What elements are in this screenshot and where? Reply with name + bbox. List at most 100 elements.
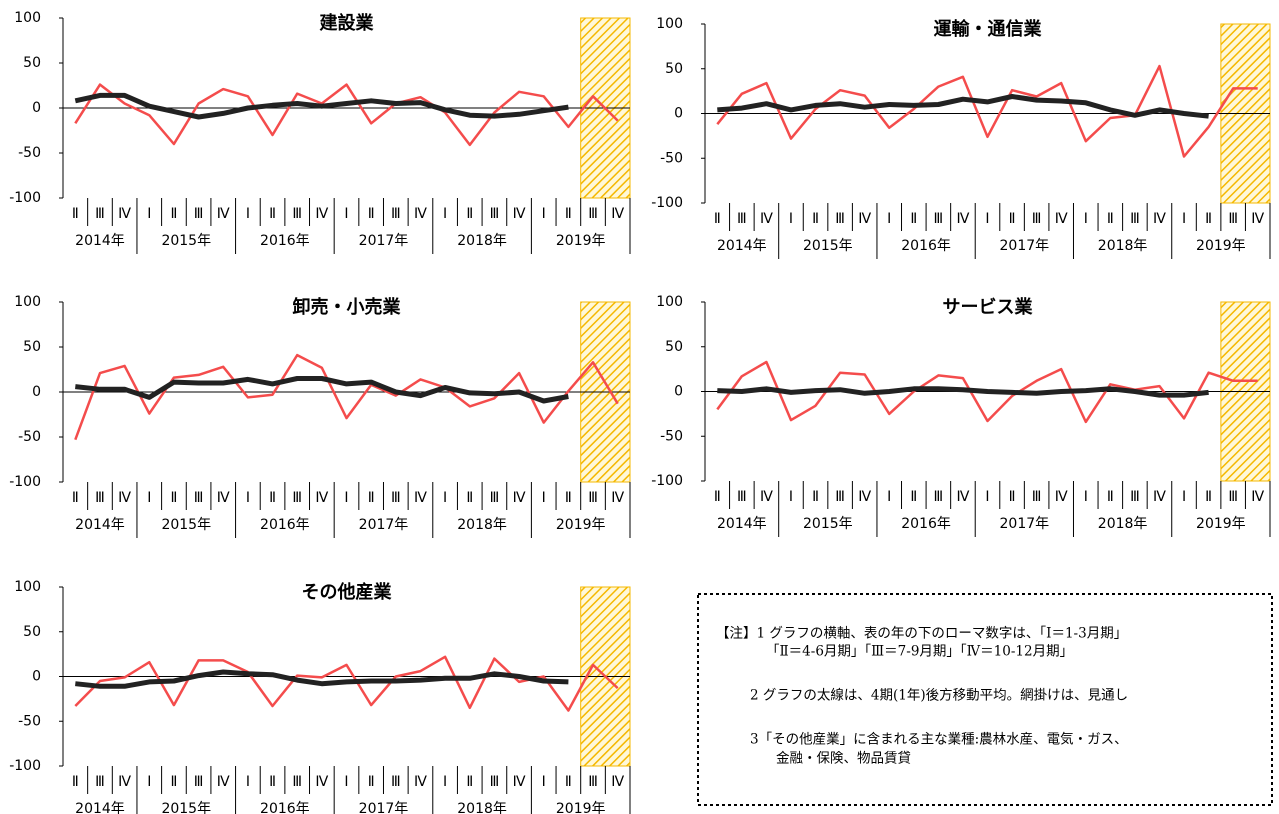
x-tick-label: Ⅳ bbox=[217, 490, 230, 506]
x-group-label: 2019年 bbox=[556, 233, 606, 249]
x-tick-label: Ⅱ bbox=[1107, 211, 1114, 227]
y-tick-label: 50 bbox=[665, 61, 683, 77]
x-tick-label: Ⅳ bbox=[611, 206, 624, 222]
x-group-label: 2015年 bbox=[161, 801, 211, 814]
x-tick-label: Ⅳ bbox=[1153, 211, 1166, 227]
x-tick-label: Ⅱ bbox=[269, 206, 276, 222]
y-tick-label: 100 bbox=[14, 294, 41, 310]
x-group-label: 2019年 bbox=[556, 801, 606, 814]
x-tick-label: Ⅲ bbox=[292, 490, 302, 506]
x-tick-label: Ⅱ bbox=[714, 489, 721, 505]
y-tick-label: -100 bbox=[9, 758, 41, 774]
x-group-label: 2014年 bbox=[75, 233, 125, 249]
x-tick-label: Ⅲ bbox=[194, 774, 204, 790]
x-tick-label: Ⅰ bbox=[985, 489, 989, 505]
y-tick-label: -50 bbox=[18, 145, 41, 161]
note-line: 3「その他産業」に含まれる主な業種:農林水産、電気・ガス、 bbox=[750, 732, 1128, 748]
x-tick-label: Ⅰ bbox=[985, 211, 989, 227]
x-group-label: 2014年 bbox=[717, 516, 767, 532]
x-tick-label: Ⅱ bbox=[72, 490, 79, 506]
x-tick-label: Ⅰ bbox=[789, 211, 793, 227]
y-tick-label: 0 bbox=[32, 100, 41, 116]
x-tick-label: Ⅲ bbox=[934, 211, 944, 227]
note-line: 「Ⅱ＝4-6月期」「Ⅲ＝7-9月期」「Ⅳ＝10-12月期」 bbox=[766, 644, 1073, 660]
y-tick-label: 0 bbox=[674, 106, 683, 122]
x-group-label: 2017年 bbox=[359, 517, 409, 533]
x-tick-label: Ⅳ bbox=[414, 774, 427, 790]
x-tick-label: Ⅱ bbox=[269, 774, 276, 790]
x-tick-label: Ⅳ bbox=[414, 490, 427, 506]
x-group-label: 2017年 bbox=[1000, 238, 1050, 254]
x-tick-label: Ⅱ bbox=[565, 490, 572, 506]
y-tick-label: 50 bbox=[665, 339, 683, 355]
x-tick-label: Ⅱ bbox=[812, 211, 819, 227]
x-tick-label: Ⅱ bbox=[1009, 211, 1016, 227]
x-tick-label: Ⅰ bbox=[147, 490, 151, 506]
x-tick-label: Ⅱ bbox=[368, 490, 375, 506]
x-group-label: 2018年 bbox=[457, 517, 507, 533]
x-tick-label: Ⅰ bbox=[246, 206, 250, 222]
x-tick-label: Ⅰ bbox=[344, 490, 348, 506]
x-tick-label: Ⅰ bbox=[1182, 489, 1186, 505]
x-tick-label: Ⅲ bbox=[588, 206, 598, 222]
x-tick-label: Ⅱ bbox=[812, 489, 819, 505]
x-tick-label: Ⅱ bbox=[72, 774, 79, 790]
x-tick-label: Ⅲ bbox=[292, 206, 302, 222]
series-line bbox=[716, 64, 1258, 158]
x-tick-label: Ⅲ bbox=[95, 490, 105, 506]
x-tick-label: Ⅳ bbox=[315, 490, 328, 506]
series-line bbox=[75, 669, 569, 689]
x-tick-label: Ⅰ bbox=[443, 774, 447, 790]
x-tick-label: Ⅱ bbox=[565, 206, 572, 222]
x-tick-label: Ⅲ bbox=[588, 490, 598, 506]
x-tick-label: Ⅰ bbox=[887, 489, 891, 505]
x-tick-label: Ⅰ bbox=[887, 211, 891, 227]
x-tick-label: Ⅰ bbox=[542, 206, 546, 222]
x-group-label: 2016年 bbox=[260, 517, 310, 533]
y-tick-label: 100 bbox=[656, 16, 683, 32]
x-tick-label: Ⅳ bbox=[1153, 489, 1166, 505]
x-group-label: 2018年 bbox=[457, 801, 507, 814]
x-tick-label: Ⅲ bbox=[1032, 211, 1042, 227]
x-tick-label: Ⅳ bbox=[858, 211, 871, 227]
x-group-label: 2019年 bbox=[1196, 238, 1246, 254]
x-tick-label: Ⅲ bbox=[490, 490, 500, 506]
x-tick-label: Ⅲ bbox=[934, 489, 944, 505]
x-tick-label: Ⅲ bbox=[1130, 489, 1140, 505]
x-group-label: 2018年 bbox=[1098, 516, 1148, 532]
y-tick-label: 100 bbox=[14, 579, 41, 595]
x-tick-label: Ⅳ bbox=[956, 489, 969, 505]
x-tick-label: Ⅱ bbox=[466, 206, 473, 222]
x-tick-label: Ⅲ bbox=[194, 490, 204, 506]
x-group-label: 2018年 bbox=[1098, 238, 1148, 254]
x-tick-label: Ⅱ bbox=[910, 489, 917, 505]
y-tick-label: 50 bbox=[23, 55, 41, 71]
y-tick-label: -100 bbox=[9, 190, 41, 206]
x-tick-label: Ⅲ bbox=[490, 774, 500, 790]
x-tick-label: Ⅰ bbox=[246, 490, 250, 506]
x-tick-label: Ⅲ bbox=[391, 490, 401, 506]
y-tick-label: 0 bbox=[674, 384, 683, 400]
chart-title: 建設業 bbox=[320, 12, 375, 34]
x-group-label: 2016年 bbox=[260, 233, 310, 249]
x-tick-label: Ⅳ bbox=[118, 206, 131, 222]
x-tick-label: Ⅱ bbox=[1205, 211, 1212, 227]
x-tick-label: Ⅳ bbox=[217, 774, 230, 790]
x-group-label: 2016年 bbox=[901, 238, 951, 254]
x-tick-label: Ⅳ bbox=[611, 774, 624, 790]
x-tick-label: Ⅲ bbox=[1228, 211, 1238, 227]
x-group-label: 2014年 bbox=[717, 238, 767, 254]
series-line bbox=[717, 94, 1209, 119]
x-group-label: 2015年 bbox=[803, 238, 853, 254]
x-tick-label: Ⅲ bbox=[391, 206, 401, 222]
x-tick-label: Ⅰ bbox=[147, 774, 151, 790]
series-line bbox=[74, 83, 619, 147]
note-line: 【注】1 グラフの横軸、表の年の下のローマ数字は、「Ⅰ＝1-3月期」 bbox=[716, 626, 1127, 642]
x-tick-label: Ⅰ bbox=[344, 206, 348, 222]
x-tick-label: Ⅳ bbox=[611, 490, 624, 506]
x-tick-label: Ⅱ bbox=[170, 774, 177, 790]
x-tick-label: Ⅱ bbox=[910, 211, 917, 227]
x-tick-label: Ⅲ bbox=[391, 774, 401, 790]
